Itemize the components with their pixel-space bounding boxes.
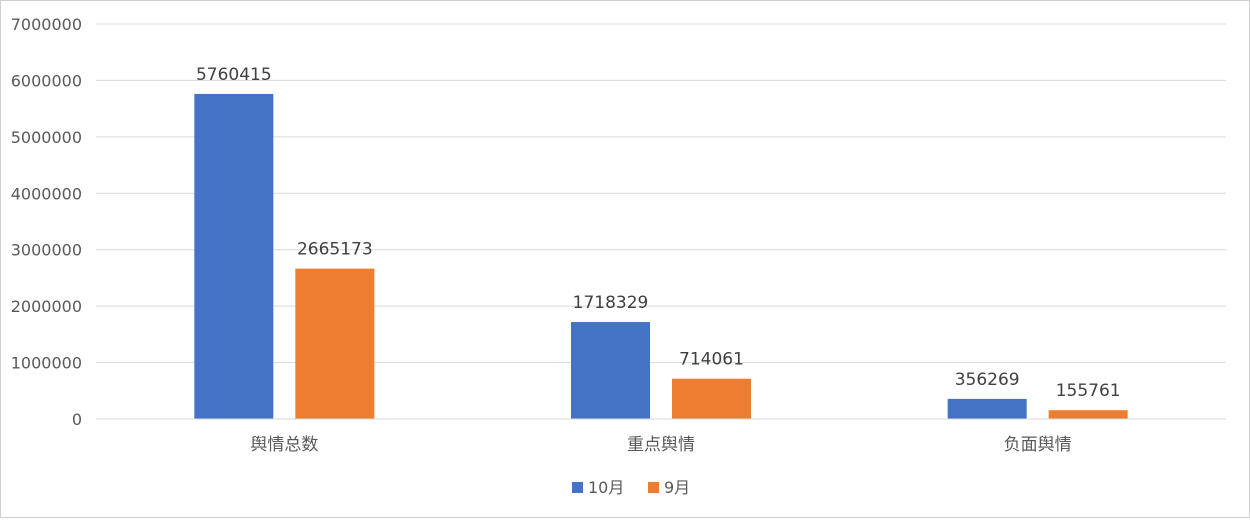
- legend-swatch: [572, 482, 583, 493]
- bar: [947, 398, 1027, 419]
- bar: [571, 322, 650, 419]
- x-tick-label: 负面舆情: [1004, 435, 1072, 455]
- x-tick-label: 重点舆情: [627, 435, 695, 455]
- bar: [672, 378, 751, 419]
- legend-label: 10月: [588, 478, 624, 497]
- y-tick-label: 0: [72, 410, 82, 429]
- y-tick-label: 4000000: [11, 184, 82, 203]
- bar: [295, 268, 375, 419]
- x-axis: 舆情总数 重点舆情 负面舆情: [96, 418, 1226, 455]
- y-tick-label: 1000000: [11, 354, 82, 373]
- bar: [194, 93, 274, 420]
- legend-swatch: [648, 482, 659, 493]
- legend-label: 9月: [664, 478, 690, 497]
- data-label: 5760415: [196, 65, 272, 85]
- y-tick-label: 2000000: [11, 297, 82, 316]
- y-tick-label: 5000000: [11, 128, 82, 147]
- data-label: 1718329: [573, 293, 649, 313]
- data-label: 155761: [1056, 381, 1121, 401]
- data-labels: 5760415 2665173 1718329 714061 356269 155761: [196, 65, 1121, 401]
- y-tick-label: 3000000: [11, 241, 82, 260]
- gridlines: [96, 23, 1226, 420]
- data-label: 2665173: [297, 240, 373, 260]
- bars: [194, 93, 1128, 420]
- y-tick-label: 7000000: [11, 15, 82, 34]
- data-label: 356269: [955, 370, 1020, 390]
- y-tick-label: 6000000: [11, 71, 82, 90]
- x-tick-label: 舆情总数: [250, 435, 318, 455]
- legend: 10月 9月: [572, 478, 690, 497]
- bar: [1048, 410, 1128, 419]
- data-label: 714061: [679, 350, 744, 370]
- y-axis: 0 1000000 2000000 3000000 4000000 5000000 6000…: [11, 15, 82, 429]
